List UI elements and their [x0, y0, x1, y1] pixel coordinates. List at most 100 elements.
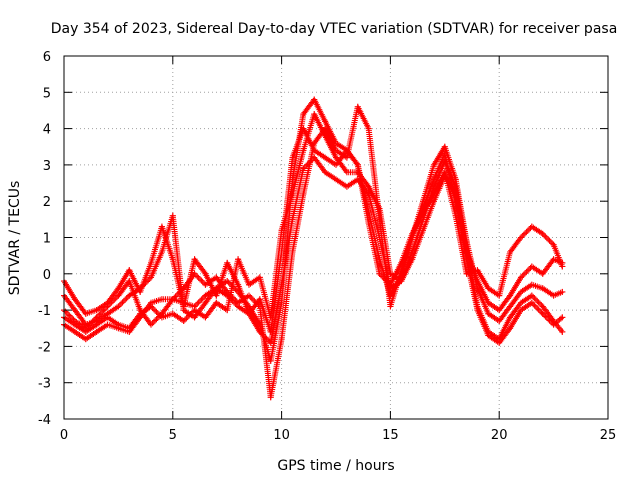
data-point	[559, 288, 566, 295]
data-point	[158, 296, 165, 303]
data-point	[311, 154, 318, 161]
data-point	[93, 307, 100, 314]
data-point	[517, 274, 524, 281]
data-point	[311, 147, 318, 154]
data-point	[278, 299, 285, 306]
data-point	[202, 314, 209, 321]
data-point	[507, 292, 514, 299]
data-point	[528, 292, 535, 299]
data-point	[441, 143, 448, 150]
data-point	[517, 288, 524, 295]
data-point	[82, 336, 89, 343]
data-point	[430, 161, 437, 168]
data-point	[289, 154, 296, 161]
data-point	[191, 307, 198, 314]
data-point	[245, 292, 252, 299]
x-tick-label: 25	[600, 428, 617, 443]
data-point	[398, 278, 405, 285]
data-point	[322, 154, 329, 161]
series-track-5	[61, 111, 566, 335]
data-point	[354, 103, 361, 110]
data-point	[485, 299, 492, 306]
data-point	[376, 270, 383, 277]
data-point	[354, 169, 361, 176]
axis-ticks: 0 5 10 15 20 25 -4 -3 -2 -1 0 1 2 3 4 5 6	[38, 50, 616, 443]
data-marks	[61, 96, 566, 401]
data-point	[507, 314, 514, 321]
data-point	[180, 317, 187, 324]
data-point	[550, 256, 557, 263]
y-tick-label: -3	[38, 377, 51, 392]
data-point	[387, 281, 394, 288]
data-point	[126, 278, 133, 285]
data-point	[71, 296, 78, 303]
data-point	[474, 278, 481, 285]
data-point	[235, 256, 242, 263]
data-point	[430, 198, 437, 205]
data-point	[300, 147, 307, 154]
data-point	[539, 303, 546, 310]
data-point	[267, 314, 274, 321]
data-point	[420, 227, 427, 234]
data-point	[224, 288, 231, 295]
x-tick-label: 15	[382, 428, 399, 443]
data-point	[202, 299, 209, 306]
data-point	[322, 132, 329, 139]
data-point	[213, 274, 220, 281]
data-point	[539, 285, 546, 292]
data-point	[398, 259, 405, 266]
data-point	[148, 303, 155, 310]
x-tick-label: 20	[491, 428, 508, 443]
data-point	[148, 259, 155, 266]
data-point	[496, 292, 503, 299]
data-point	[289, 190, 296, 197]
data-point	[256, 274, 263, 281]
x-tick-label: 5	[169, 428, 177, 443]
data-point	[496, 307, 503, 314]
data-point	[517, 307, 524, 314]
data-point	[267, 394, 274, 401]
data-point	[343, 183, 350, 190]
data-point	[539, 230, 546, 237]
data-point	[496, 317, 503, 324]
data-point	[559, 328, 566, 335]
data-point	[191, 256, 198, 263]
data-point	[376, 205, 383, 212]
data-point	[202, 292, 209, 299]
data-point	[365, 183, 372, 190]
data-point	[137, 310, 144, 317]
data-point	[496, 339, 503, 346]
data-point	[420, 209, 427, 216]
data-point	[441, 172, 448, 179]
data-point	[550, 321, 557, 328]
y-tick-label: -1	[38, 304, 51, 319]
data-point	[333, 176, 339, 183]
data-point	[559, 314, 566, 321]
data-point	[485, 285, 492, 292]
data-point	[528, 281, 535, 288]
y-tick-label: 5	[43, 86, 51, 101]
data-point	[235, 281, 242, 288]
data-point	[180, 303, 187, 310]
data-point	[169, 296, 176, 303]
data-point	[126, 267, 133, 274]
data-point	[267, 339, 274, 346]
data-point	[104, 299, 111, 306]
data-point	[148, 274, 155, 281]
data-point	[300, 190, 307, 197]
data-point	[191, 270, 198, 277]
y-tick-label: 1	[43, 232, 51, 247]
x-tick-label: 10	[273, 428, 290, 443]
data-point	[267, 328, 274, 335]
x-tick-label: 0	[60, 428, 68, 443]
data-point	[180, 285, 187, 292]
data-point	[333, 161, 339, 168]
y-tick-label: 2	[43, 195, 51, 210]
data-point	[485, 310, 492, 317]
data-point	[528, 299, 535, 306]
data-point	[278, 336, 285, 343]
data-point	[507, 249, 514, 256]
data-point	[441, 151, 448, 158]
data-point	[158, 249, 165, 256]
